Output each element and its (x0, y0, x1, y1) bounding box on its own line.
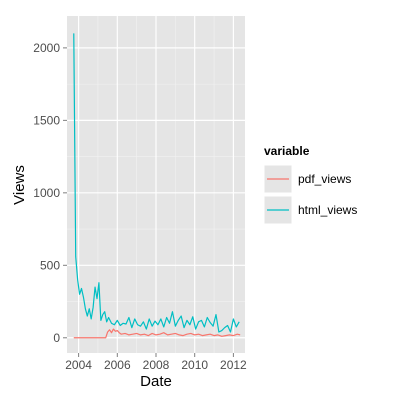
series-line-html-views (73, 33, 240, 333)
x-tick-label: 2008 (143, 358, 170, 372)
legend-label-pdf-views: pdf_views (298, 172, 351, 186)
x-tick-label: 2006 (104, 358, 131, 372)
y-tick-label: 500 (40, 258, 60, 272)
y-tick-label: 0 (53, 331, 60, 345)
x-tick-label: 2012 (220, 358, 247, 372)
x-axis: 2004 2006 2008 2010 2012 (65, 353, 247, 372)
y-axis-title: Views (11, 165, 28, 205)
x-tick-label: 2010 (181, 358, 208, 372)
legend-label-html-views: html_views (298, 203, 357, 217)
grid-major (67, 16, 245, 353)
y-tick-label: 1500 (33, 113, 60, 127)
series-lines (73, 33, 241, 339)
x-axis-title: Date (140, 373, 172, 390)
y-tick-label: 1000 (33, 186, 60, 200)
y-tick-label: 2000 (33, 41, 60, 55)
legend: variable pdf_views html_views (263, 144, 357, 225)
x-tick-label: 2004 (65, 358, 92, 372)
grid-minor (67, 16, 245, 353)
legend-title: variable (264, 144, 310, 158)
series-line-pdf-views (73, 328, 241, 339)
y-axis: 0 500 1000 1500 2000 (33, 41, 67, 345)
